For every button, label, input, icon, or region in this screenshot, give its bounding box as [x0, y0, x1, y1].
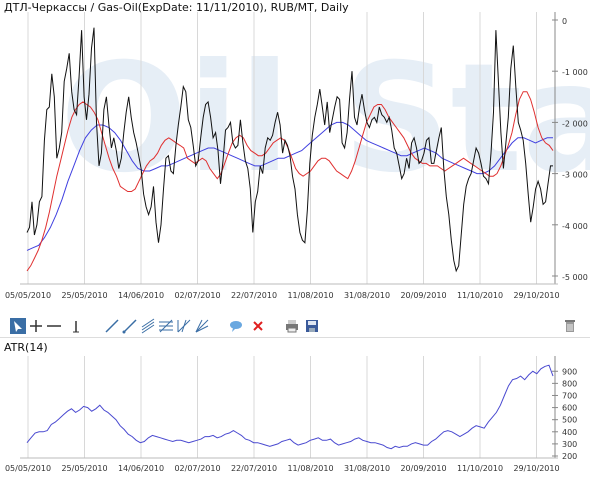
price-series-line — [26, 27, 553, 273]
atr-y-tick-label: 800 — [562, 379, 577, 388]
atr-x-tick-label: 11/08/2010 — [287, 464, 333, 473]
atr-x-tick-label: 25/05/2010 — [61, 464, 107, 473]
save-icon[interactable] — [304, 318, 320, 334]
x-tick-label: 11/08/2010 — [287, 291, 333, 300]
y-tick-label: -4 000 — [562, 222, 588, 231]
atr-x-tick-label: 22/07/2010 — [231, 464, 277, 473]
pitchfork-tool-icon[interactable] — [176, 318, 192, 334]
y-tick-label: -3 000 — [562, 171, 588, 180]
x-tick-label: 31/08/2010 — [344, 291, 390, 300]
atr-y-tick-label: 300 — [562, 440, 577, 449]
y-tick-label: -2 000 — [562, 119, 588, 128]
atr-x-tick-label: 20/09/2010 — [400, 464, 446, 473]
atr-y-tick-label: 900 — [562, 367, 577, 376]
drawing-toolbar — [0, 318, 590, 338]
price-chart[interactable]: Oil Stat0-1 000-2 000-3 000-4 000-5 0000… — [0, 0, 590, 300]
atr-y-tick-label: 500 — [562, 416, 577, 425]
print-icon[interactable] — [284, 318, 300, 334]
x-tick-label: 20/09/2010 — [400, 291, 446, 300]
x-tick-label: 25/05/2010 — [61, 291, 107, 300]
x-tick-label: 29/10/2010 — [513, 291, 559, 300]
fan-tool-icon[interactable] — [194, 318, 210, 334]
atr-x-tick-label: 02/07/2010 — [174, 464, 220, 473]
x-tick-label: 11/10/2010 — [457, 291, 503, 300]
x-tick-label: 05/05/2010 — [5, 291, 51, 300]
delete-tool-icon[interactable] — [250, 318, 266, 334]
fibonacci-tool-icon[interactable] — [158, 318, 174, 334]
atr-x-tick-label: 14/06/2010 — [118, 464, 164, 473]
atr-y-tick-label: 400 — [562, 428, 577, 437]
crosshair-tool-icon[interactable] — [28, 318, 44, 334]
horizontal-line-tool-icon[interactable] — [46, 318, 62, 334]
chart-title: ДТЛ-Черкассы / Gas-Oil(ExpDate: 11/11/20… — [4, 1, 349, 14]
x-tick-label: 02/07/2010 — [174, 291, 220, 300]
y-tick-label: -1 000 — [562, 68, 588, 77]
toolbar-divider — [0, 337, 590, 338]
atr-x-tick-label: 29/10/2010 — [513, 464, 559, 473]
y-tick-label: -5 000 — [562, 273, 588, 282]
x-tick-label: 22/07/2010 — [231, 291, 277, 300]
y-tick-label: 0 — [562, 17, 567, 26]
trash-icon[interactable] — [562, 318, 578, 334]
vertical-line-tool-icon[interactable] — [68, 318, 84, 334]
atr-x-tick-label: 31/08/2010 — [344, 464, 390, 473]
ma_fast-series-line — [26, 91, 554, 272]
atr-y-tick-label: 600 — [562, 404, 577, 413]
channel-tool-icon[interactable] — [140, 318, 156, 334]
comment-tool-icon[interactable] — [228, 318, 244, 334]
atr-x-tick-label: 05/05/2010 — [5, 464, 51, 473]
atr-y-tick-label: 200 — [562, 452, 577, 461]
ray-tool-icon[interactable] — [122, 318, 138, 334]
atr-y-tick-label: 700 — [562, 391, 577, 400]
atr-series-line — [26, 364, 554, 450]
select-tool-icon[interactable] — [10, 318, 26, 334]
trend-line-tool-icon[interactable] — [104, 318, 120, 334]
atr-panel-title: ATR(14) — [4, 341, 48, 354]
x-tick-label: 14/06/2010 — [118, 291, 164, 300]
atr-x-tick-label: 11/10/2010 — [457, 464, 503, 473]
